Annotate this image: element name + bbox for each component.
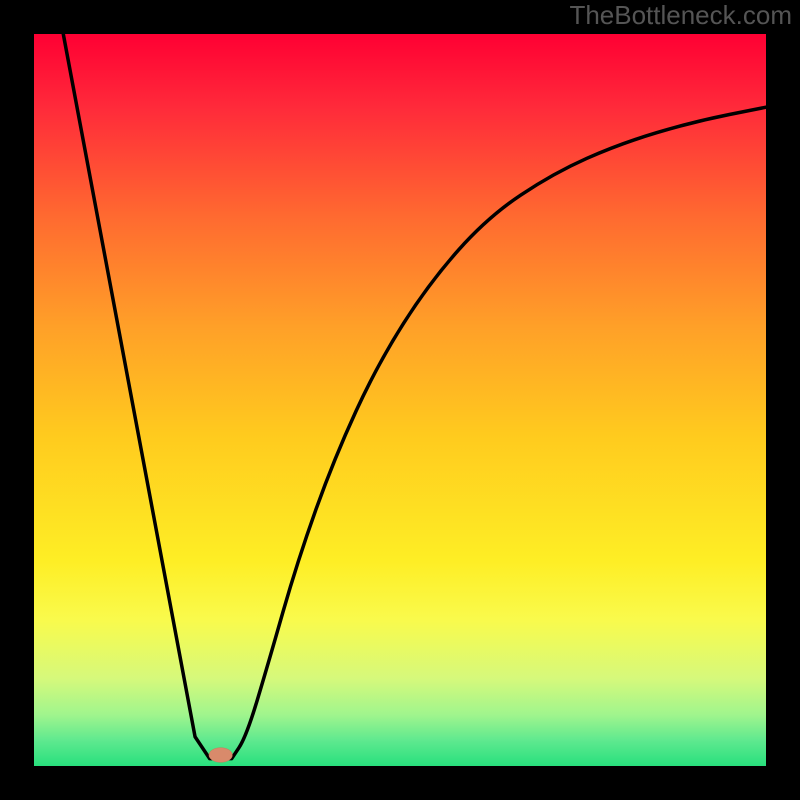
chart-container: TheBottleneck.com [0,0,800,800]
bottleneck-chart [0,0,800,800]
optimal-marker [209,748,232,763]
chart-plot-area [34,34,766,766]
